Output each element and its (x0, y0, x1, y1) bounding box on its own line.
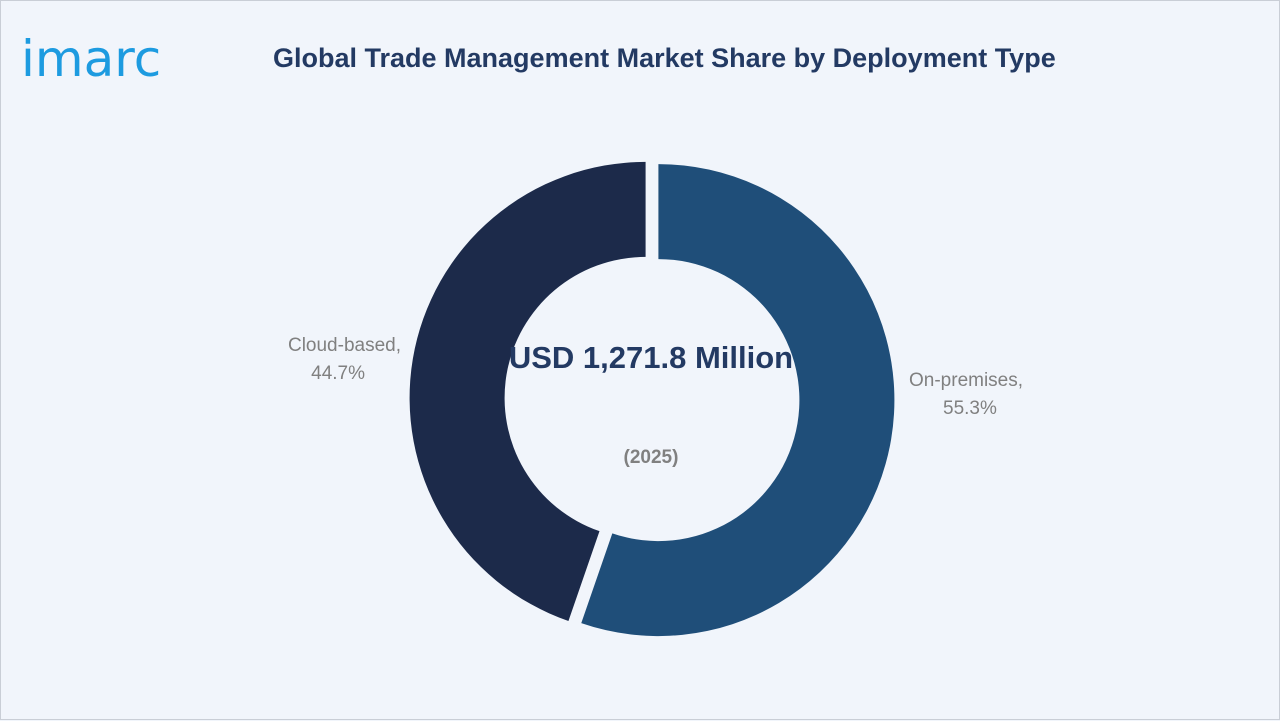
logo-text: imarc (21, 30, 161, 88)
center-year: (2025) (623, 447, 679, 468)
label-cloud-based-name: Cloud-based (287, 335, 396, 356)
label-cloud-based: Cloud-based, 44.7% (287, 335, 401, 384)
chart-title: Global Trade Management Market Share by … (273, 43, 1056, 73)
label-on-premises-value: 55.3% (943, 398, 997, 419)
label-on-premises-name: On-premises (909, 370, 1018, 391)
center-total-value: USD 1,271.8 Million (508, 340, 794, 375)
label-cloud-based-value: 44.7% (311, 363, 365, 384)
label-on-premises: On-premises, 55.3% (909, 370, 1024, 419)
imarc-logo: imarc (21, 30, 161, 88)
slice-on-premises (581, 164, 895, 637)
slice-cloud-based (409, 161, 646, 621)
